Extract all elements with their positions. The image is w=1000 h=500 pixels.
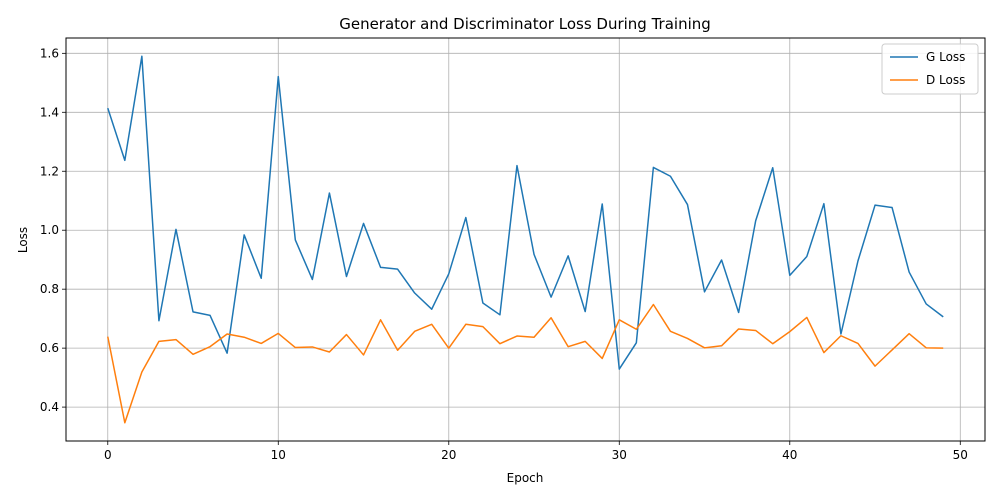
y-tick-label: 1.4 <box>40 105 59 119</box>
y-tick-label: 1.0 <box>40 223 59 237</box>
y-tick-label: 1.2 <box>40 164 59 178</box>
x-tick-label: 50 <box>953 448 968 462</box>
legend: G Loss D Loss <box>881 43 979 95</box>
legend-label-d-loss: D Loss <box>926 73 965 87</box>
axis-ticks: 0 10 20 30 40 50 0.4 0.6 0.8 1.0 1.2 1.4 1.6 <box>40 46 968 462</box>
x-tick-label: 30 <box>612 448 627 462</box>
x-axis-label: Epoch <box>507 471 544 485</box>
y-axis-label: Loss <box>16 227 30 253</box>
x-tick-label: 20 <box>441 448 456 462</box>
y-tick-label: 0.4 <box>40 400 59 414</box>
d-loss-line <box>107 303 944 424</box>
y-tick-label: 0.6 <box>40 341 59 355</box>
series-lines <box>107 55 944 424</box>
chart-title: Generator and Discriminator Loss During … <box>339 15 711 33</box>
y-tick-label: 0.8 <box>40 282 59 296</box>
grid <box>66 38 985 441</box>
plot-frame <box>65 37 986 442</box>
g-loss-line <box>107 55 944 370</box>
y-tick-label: 1.6 <box>40 46 59 60</box>
legend-label-g-loss: G Loss <box>926 50 965 64</box>
x-tick-label: 10 <box>271 448 286 462</box>
x-tick-label: 0 <box>104 448 112 462</box>
x-tick-label: 40 <box>782 448 797 462</box>
